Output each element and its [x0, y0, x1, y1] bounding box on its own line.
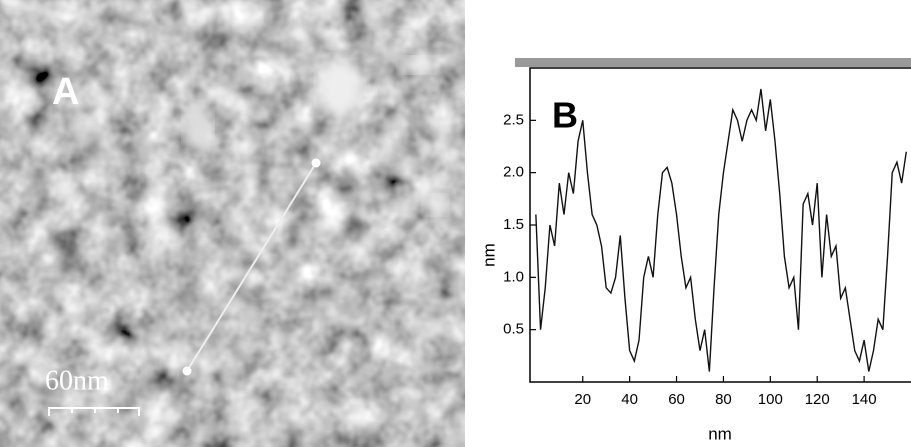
scale-label: 60nm [45, 365, 109, 396]
x-tick-label: 120 [805, 391, 830, 408]
bright-spot [400, 57, 436, 73]
y-axis-label: nm [479, 243, 498, 267]
image-texture [0, 0, 465, 447]
y-tick-label: 1.0 [503, 268, 524, 285]
afm-image: A 60nm [0, 0, 465, 447]
profile-end [311, 158, 321, 168]
x-tick-label: 140 [852, 391, 877, 408]
y-tick-label: 2.5 [503, 111, 524, 128]
profile-line [535, 88, 908, 372]
y-tick-label: 1.5 [503, 216, 524, 233]
x-tick-label: 20 [574, 391, 591, 408]
x-tick-label: 40 [621, 391, 638, 408]
bright-spot [184, 104, 212, 152]
bright-spot [318, 58, 362, 118]
x-tick-label: 60 [668, 391, 685, 408]
image-strip [515, 58, 911, 67]
y-tick-label: 2.0 [503, 164, 524, 181]
panel-label: A [52, 71, 79, 113]
bright-spot [423, 195, 447, 215]
y-tick-label: 0.5 [503, 321, 524, 338]
x-tick-label: 100 [758, 391, 783, 408]
plot-frame [529, 67, 911, 383]
x-axis-label: nm [708, 424, 732, 443]
profile-end [182, 366, 192, 376]
scale-bar [48, 407, 140, 416]
panel-label: B [552, 95, 578, 136]
x-tick-label: 80 [715, 391, 732, 408]
profile-line [186, 162, 317, 372]
